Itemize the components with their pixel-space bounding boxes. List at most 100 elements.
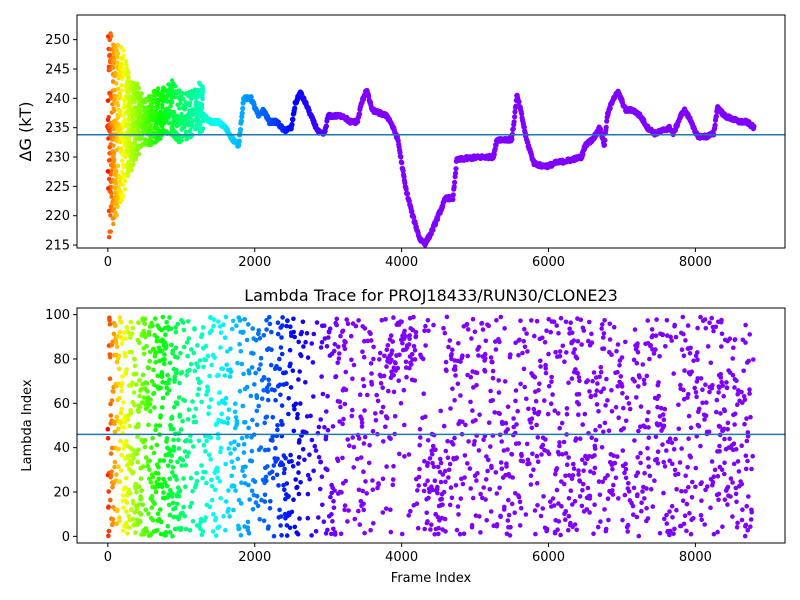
bottom-point (362, 408, 367, 413)
bottom-point (439, 496, 445, 502)
bottom-point (532, 508, 538, 513)
top-point (292, 105, 298, 111)
bottom-point (209, 362, 214, 368)
top-point (120, 194, 126, 199)
bottom-point (686, 436, 691, 442)
bottom-point (219, 411, 224, 417)
bottom-point (252, 479, 258, 485)
bottom-point (703, 413, 709, 419)
bottom-point (732, 337, 738, 342)
bottom-point (559, 420, 565, 426)
top-point (155, 91, 161, 96)
bottom-point (236, 497, 242, 503)
bottom-point (243, 420, 248, 425)
top-point (107, 235, 112, 240)
bottom-point (484, 454, 489, 459)
bottom-point (318, 345, 324, 350)
bottom-point (579, 342, 584, 347)
bottom-point (441, 423, 447, 429)
bottom-point (391, 464, 396, 469)
bottom-point (191, 414, 197, 419)
bottom-point (162, 480, 168, 485)
bottom-point (521, 366, 527, 372)
bottom-point (599, 326, 604, 331)
bottom-point (143, 455, 149, 460)
bottom-point (581, 328, 587, 333)
bottom-point (182, 449, 188, 454)
bottom-point (318, 417, 324, 422)
bottom-point (636, 384, 641, 389)
bottom-point (292, 524, 298, 530)
top-point (195, 118, 200, 124)
top-point (131, 158, 136, 163)
bottom-point (365, 392, 370, 398)
bottom-point (295, 415, 300, 421)
bottom-point (340, 328, 346, 334)
bottom-point (500, 421, 505, 427)
bottom-point (137, 518, 143, 524)
bottom-point (564, 411, 570, 417)
bottom-point (573, 436, 579, 441)
bottom-point (203, 357, 209, 363)
bottom-point (494, 491, 500, 496)
bottom-point (250, 326, 255, 331)
bottom-point (338, 404, 343, 410)
bottom-point (380, 510, 386, 515)
bottom-point (468, 374, 474, 380)
bottom-point (332, 488, 337, 493)
bottom-point (443, 529, 448, 534)
bottom-point (112, 421, 117, 427)
bottom-point (742, 533, 748, 539)
top-point (111, 106, 116, 111)
bottom-point (447, 461, 453, 467)
bottom-point (206, 411, 211, 417)
bottom-point (681, 331, 686, 337)
bottom-point (551, 319, 557, 325)
bottom-point (388, 333, 394, 338)
bottom-point (383, 506, 389, 511)
bottom-point (498, 314, 504, 320)
bottom-point (750, 453, 755, 459)
bottom-point (557, 425, 562, 431)
bottom-point (131, 470, 136, 475)
bottom-point (446, 344, 451, 350)
bottom-point (223, 314, 229, 320)
bottom-point (688, 455, 693, 460)
bottom-point (450, 347, 455, 353)
top-point (124, 62, 129, 68)
bottom-point (143, 316, 148, 322)
bottom-point (193, 406, 199, 412)
bottom-point (591, 470, 597, 476)
bottom-point (123, 476, 129, 481)
bottom-point (601, 346, 607, 351)
bottom-point (321, 323, 327, 329)
bottom-point (425, 438, 431, 443)
bottom-point (391, 389, 397, 395)
bottom-point (685, 464, 690, 470)
y-tick-label: 230 (45, 151, 70, 166)
bottom-point (106, 528, 112, 534)
bottom-point (114, 344, 120, 350)
bottom-point (735, 402, 740, 408)
top-point (179, 90, 185, 96)
bottom-point (167, 377, 172, 383)
bottom-point (220, 366, 225, 372)
bottom-point (686, 413, 692, 419)
bottom-point (425, 318, 431, 323)
bottom-point (646, 409, 651, 415)
bottom-point (345, 437, 351, 442)
y-tick-label: 235 (45, 121, 70, 136)
bottom-point (743, 466, 749, 472)
bottom-point (695, 350, 700, 355)
bottom-point (602, 420, 608, 426)
bottom-point (716, 491, 722, 497)
bottom-point (383, 424, 388, 430)
top-point (238, 118, 244, 124)
bottom-point (248, 393, 254, 399)
top-point (155, 126, 160, 131)
bottom-point (298, 353, 304, 359)
top-point (126, 89, 132, 94)
bottom-point (384, 364, 389, 369)
bottom-point (224, 362, 229, 368)
bottom-point (521, 338, 526, 344)
